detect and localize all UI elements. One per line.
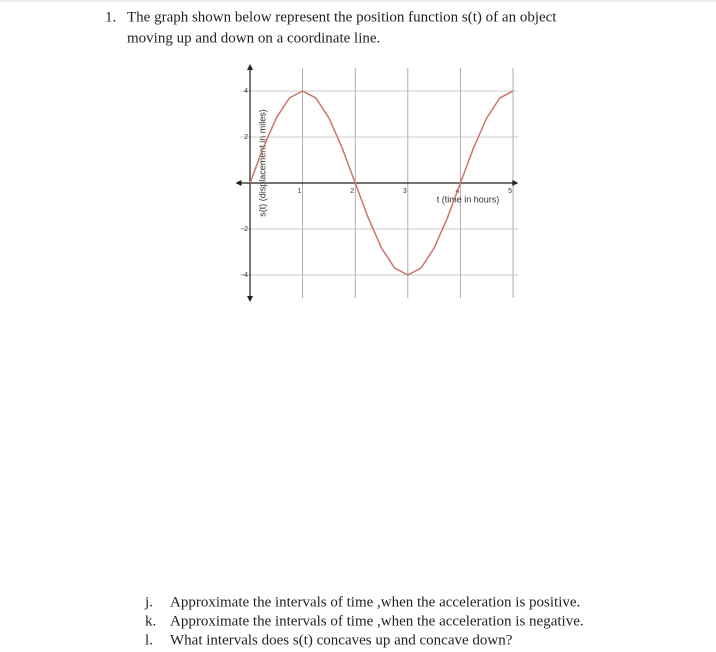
part-label: j.: [144, 594, 153, 610]
part-label: l.: [145, 632, 153, 648]
x-axis-arrow: [235, 180, 242, 186]
question-line: The graph shown below represent the posi…: [127, 9, 557, 25]
y-tick-label: 2: [244, 134, 248, 141]
y-axis-arrow: [247, 296, 254, 302]
y-tick-label: -2: [242, 226, 248, 233]
y-axis-label: s(t) (displacement in miles): [257, 109, 267, 217]
x-tick-label: 2: [350, 188, 354, 195]
x-axis-arrow: [512, 180, 519, 186]
y-tick-label: -4: [242, 272, 248, 279]
y-axis-arrow: [247, 64, 254, 70]
part-text: Approximate the intervals of time ,when …: [170, 594, 580, 610]
x-tick-label: 1: [298, 188, 302, 195]
curve: [249, 90, 514, 276]
part-label: k.: [145, 613, 156, 629]
x-tick-label: 3: [403, 188, 407, 195]
part-text: What intervals does s(t) concaves up and…: [170, 632, 513, 648]
part-text: Approximate the intervals of time ,when …: [170, 613, 584, 629]
question-number: 1.: [105, 9, 116, 25]
y-tick-label: 4: [244, 88, 248, 95]
x-tick-label: 5: [508, 188, 512, 195]
question-line: moving up and down on a coordinate line.: [127, 30, 380, 46]
x-axis-label: t (time in hours): [437, 194, 500, 204]
